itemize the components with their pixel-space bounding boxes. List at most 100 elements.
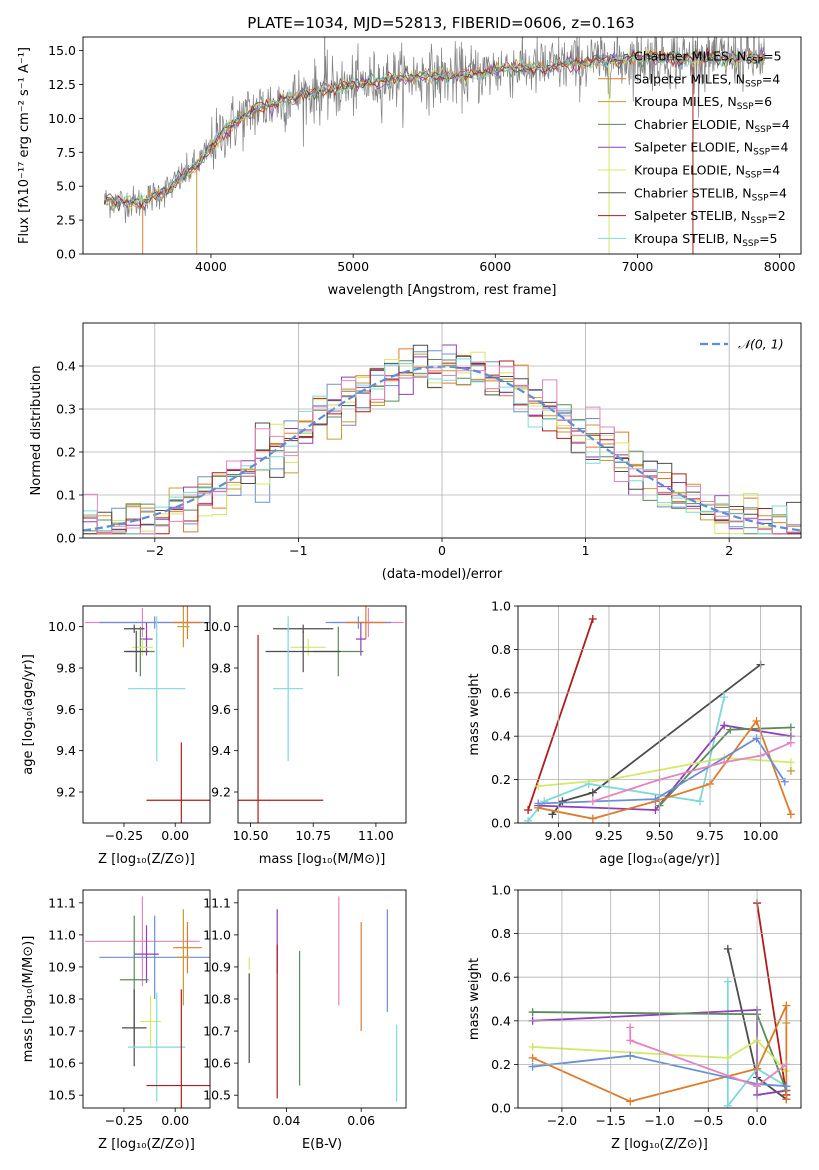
tick-label-y: 10.8 [48,992,76,1007]
weight-line-Chabrier_STELIB [551,663,762,815]
tick-label-y: 15.0 [48,43,76,58]
tick-label-x: −0.25 [105,828,143,843]
tick-label-y: 10.0 [48,111,76,126]
weight-line-Kroupa_ELODIE [538,756,791,788]
weight-marker [726,725,735,734]
legend-label: Chabrier MILES, NSSP=5 [634,49,782,67]
weight-marker [786,723,795,732]
axes-spectrum: 4000 5000 6000 7000 8000 0.0 2.5 5.0 7.5 10.0 12.5… [17,36,802,298]
tick-label-y: 0.4 [56,359,76,374]
tick-label-y: 10.0 [48,619,76,634]
tick-label-y: 0.2 [56,445,76,460]
tick-label-y: 10.9 [203,959,231,974]
tick-label-y: 0.2 [491,772,511,787]
tick-label-y: 10.0 [203,619,231,634]
tick-label-x: −1.0 [644,1113,674,1128]
x-axis-label-age_vs_mass: mass [log₁₀(M/M⊙)] [259,852,386,867]
x-axis-label-mass_vs_ebv: E(B-V) [302,1137,342,1152]
weight-marker [651,805,660,814]
legend-label: 𝒩(0, 1) [738,337,784,352]
weight-line-Chabrier_MILES [532,1054,787,1088]
legend-label: Chabrier STELIB, NSSP=4 [634,185,787,203]
weight-line-Chabrier_MILES [538,737,786,805]
tick-label-y: 0.0 [56,247,76,262]
tick-label-y: 11.0 [203,927,231,942]
tick-label-x: −2 [146,543,164,558]
legend-label: Kroupa STELIB, NSSP=5 [634,231,778,249]
tick-label-y: 0.0 [491,816,511,831]
tick-label-y: 9.6 [211,702,231,717]
tick-label-y: 7.5 [56,145,76,160]
tick-label-x: −0.25 [105,1113,143,1128]
tick-label-y: 0.6 [491,685,511,700]
weight-marker [752,717,761,726]
x-axis-label-weight_vs_Z: Z [log₁₀(Z/Z⊙)] [611,1137,708,1152]
axes-residuals: −2 −1 0 1 2 0.0 0.1 0.2 0.3 0.4 (data-model)/error… [29,322,802,582]
tick-label-x: −1 [289,543,307,558]
tick-label-x: 0.06 [347,1113,375,1128]
tick-label-y: 10.9 [48,959,76,974]
tick-label-x: 0.00 [161,828,189,843]
x-axis-label-spectrum: wavelength [Angstrom, rest frame] [328,283,557,298]
weight-marker [752,734,761,743]
tick-label-y: 9.8 [211,661,231,676]
weight-marker [786,810,795,819]
axes-frame-mass_vs_ebv [237,889,407,1109]
tick-label-y: 12.5 [48,77,76,92]
weight-line-Salpeter_ELODIE [538,724,792,811]
figure-title: PLATE=1034, MJD=52813, FIBERID=0606, z=0… [247,14,634,32]
tick-label-y: 0.1 [56,488,76,503]
legend-spectrum: Chabrier MILES, NSSP=5 Salpeter MILES, NS… [598,49,790,249]
weight-marker [780,777,789,786]
y-axis-label-spectrum: Flux [fλ10⁻¹⁷ erg cm⁻² s⁻¹ A⁻¹] [17,47,32,244]
tick-label-x: 9.00 [545,828,573,843]
plot-area-mass_vs_ebv [248,896,398,1102]
axes-age_vs_Z: −0.25 0.00 9.2 9.4 9.6 9.8 10.0 Z [log₁₀(Z/Z⊙)]… [21,605,211,867]
tick-label-x: −1.5 [596,1113,626,1128]
weight-marker [720,721,729,730]
weight-marker [626,1051,635,1060]
tick-label-y: 9.2 [211,785,231,800]
axes-weight_vs_age: 9.00 9.25 9.50 9.75 10.00 0.0 0.2 0.4 0.6 0.8 1.0 a… [467,599,802,867]
weight-marker [534,799,543,808]
tick-label-x: 0 [438,543,446,558]
weight-line-Salpeter_STELIB [756,902,788,1096]
tick-label-y: 0.4 [491,1013,511,1028]
weight-marker [782,1082,791,1091]
x-axis-label-weight_vs_age: age [log₁₀(age/yr)] [599,852,720,867]
tick-label-x: 8000 [764,259,796,274]
weight-marker [588,797,597,806]
tick-label-y: 0.8 [491,926,511,941]
weight-marker [528,1053,537,1062]
axes-frame-mass_vs_Z [82,889,211,1109]
plot-area-spectrum [103,37,766,254]
axes-frame-age_vs_mass [237,605,407,824]
tick-label-y: 10.6 [48,1056,76,1071]
tick-label-x: 4000 [195,259,227,274]
tick-label-x: 0.00 [161,1113,189,1128]
spectrum-model-Chabrier_STELIB [103,47,765,212]
weight-marker [534,782,543,791]
weight-marker [723,977,732,986]
tick-label-x: 11.00 [358,828,394,843]
weight-line-pink [629,1027,787,1088]
weight-marker [782,1001,791,1010]
weight-marker [588,814,597,823]
x-axis-label-age_vs_Z: Z [log₁₀(Z/Z⊙)] [98,852,195,867]
tick-label-y: 0.0 [491,1101,511,1116]
legend-label: Salpeter ELODIE, NSSP=4 [634,140,789,158]
legend-label: Chabrier ELODIE, NSSP=4 [634,117,790,135]
spectrum-model-Chabrier_MILES [104,50,765,205]
tick-label-x: −2.0 [547,1113,577,1128]
tick-label-x: 0.0 [747,1113,767,1128]
tick-label-y: 11.1 [203,895,231,910]
weight-marker [720,758,729,767]
tick-label-y: 0.8 [491,642,511,657]
tick-label-y: 10.7 [48,1024,76,1039]
weight-marker [720,693,729,702]
tick-label-y: 0.3 [56,402,76,417]
tick-label-x: 10.00 [743,828,779,843]
tick-label-x: 9.75 [696,828,724,843]
tick-label-y: 1.0 [491,599,511,614]
tick-label-x: 10.75 [295,828,331,843]
